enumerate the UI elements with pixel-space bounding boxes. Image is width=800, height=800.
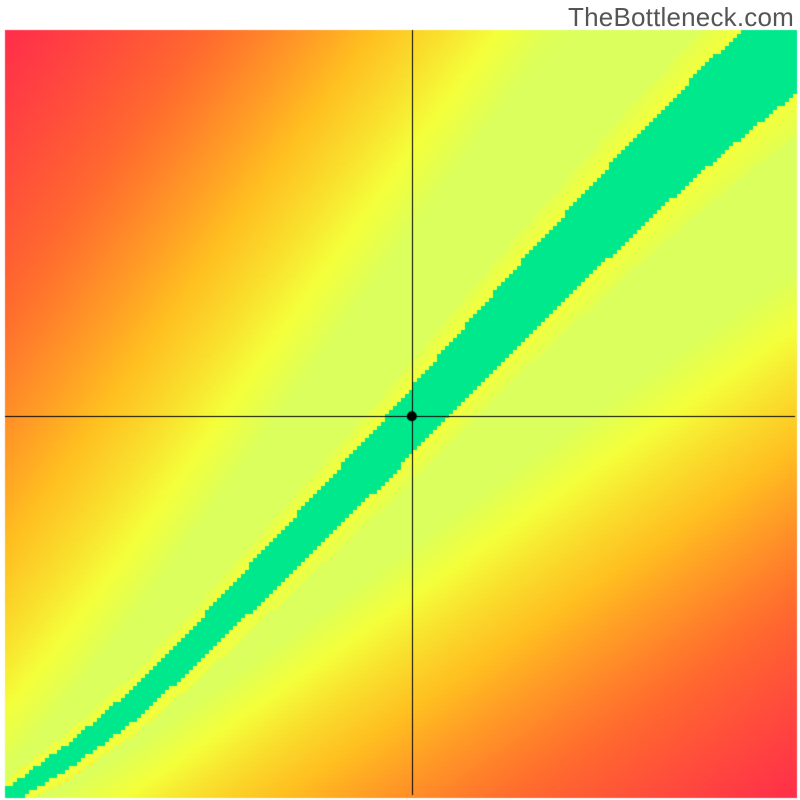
bottleneck-heatmap (0, 0, 800, 800)
chart-container: TheBottleneck.com (0, 0, 800, 800)
watermark-text: TheBottleneck.com (568, 2, 794, 33)
